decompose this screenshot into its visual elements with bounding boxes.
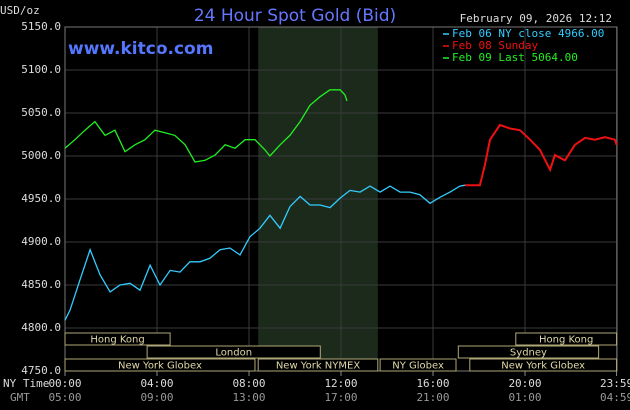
y-axis-label: USD/oz (0, 4, 40, 17)
y-tick-label: 4950.0 (21, 192, 61, 205)
timestamp: February 09, 2026 12:12 (460, 12, 612, 25)
session-label: New York Globex (118, 361, 202, 372)
session-box (457, 345, 600, 359)
chart-title: 24 Hour Spot Gold (Bid) (194, 6, 396, 26)
x-tick-label-gmt: 01:00 (508, 391, 541, 404)
watermark: www.kitco.com (68, 39, 213, 59)
y-tick-label: 4900.0 (21, 235, 61, 248)
session-box (379, 358, 457, 372)
session-box (469, 358, 618, 372)
y-tick-label: 4800.0 (21, 321, 61, 334)
x-tick-label-gmt: 17:00 (324, 391, 357, 404)
session-label: Hong Kong (90, 335, 144, 346)
y-tick-label: 5050.0 (21, 106, 61, 119)
session-box (257, 358, 379, 372)
session-box (64, 358, 256, 372)
session-label: New York NYMEX (276, 361, 361, 372)
x-tick-label-gmt: 05:00 (48, 391, 81, 404)
x-tick-label: 16:00 (416, 377, 449, 390)
row-label: NY Time (3, 377, 49, 390)
x-tick-label: 08:00 (232, 377, 265, 390)
session-box (146, 345, 321, 359)
session-box (64, 332, 171, 346)
x-tick-label: 23:59 (600, 377, 630, 390)
x-tick-label-gmt: 04:59 (600, 391, 630, 404)
x-tick-label-gmt: 13:00 (232, 391, 265, 404)
session-box (515, 332, 618, 346)
row-label: GMT (10, 391, 30, 404)
legend-entry: Feb 08 Sunday (452, 39, 538, 52)
legend-entry: Feb 09 Last 5064.00 (452, 51, 578, 64)
x-tick-label: 12:00 (324, 377, 357, 390)
session-label: London (215, 348, 252, 359)
session-label: New York Globex (501, 361, 585, 372)
session-label: Hong Kong (539, 335, 593, 346)
price-line (465, 123, 618, 187)
session-label: Sydney (510, 348, 547, 359)
y-tick-label: 5000.0 (21, 149, 61, 162)
x-tick-label-gmt: 21:00 (416, 391, 449, 404)
x-tick-label: 00:00 (48, 377, 81, 390)
price-line (64, 89, 348, 163)
price-line (64, 184, 466, 321)
y-tick-label: 5100.0 (21, 63, 61, 76)
y-tick-label: 4850.0 (21, 278, 61, 291)
legend-entry: Feb 06 NY close 4966.00 (452, 27, 604, 40)
x-tick-label-gmt: 09:00 (140, 391, 173, 404)
x-tick-label: 04:00 (140, 377, 173, 390)
y-tick-label: 4750.0 (21, 364, 61, 377)
y-tick-label: 5150.0 (21, 20, 61, 33)
x-tick-label: 20:00 (508, 377, 541, 390)
session-label: NY Globex (392, 361, 444, 372)
